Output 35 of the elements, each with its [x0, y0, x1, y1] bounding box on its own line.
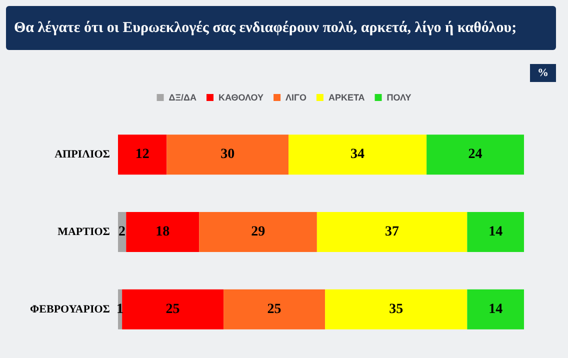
- bar: [122, 289, 224, 330]
- bar: [224, 289, 326, 330]
- text: %: [530, 64, 556, 82]
- data-label: 29: [251, 224, 266, 240]
- data-label: 37: [385, 224, 400, 240]
- data-label: 35: [389, 302, 404, 317]
- bar: [288, 134, 427, 175]
- data-label: 14: [488, 302, 503, 317]
- y-tick-label: ΦΕΒΡΟΥΑΡΙΟΣ: [30, 303, 110, 316]
- bar: [126, 212, 200, 252]
- legend-label: ΑΡΚΕΤΑ: [328, 92, 366, 102]
- y-tick-label: ΑΠΡΙΛΙΟΣ: [54, 148, 110, 161]
- data-label: 14: [488, 224, 503, 240]
- data-label: 25: [267, 302, 282, 317]
- data-label: 24: [468, 147, 482, 162]
- bar: [199, 212, 317, 252]
- bar: [426, 134, 524, 175]
- chart-title: Θα λέγατε ότι οι Ευρωεκλογές σας ενδιαφέρουν πολύ, αρκετά, λίγο ή καθόλου;: [6, 6, 556, 50]
- legend-label: ΠΟΛΥ: [386, 92, 412, 102]
- legend-label: ΚΑΘΟΛΟΥ: [218, 92, 264, 102]
- bar: [325, 289, 468, 330]
- bar: [467, 212, 524, 252]
- data-label: 2: [118, 224, 126, 240]
- data-label: 30: [220, 147, 235, 162]
- y-tick-label: ΜΑΡΤΙΟΣ: [58, 226, 110, 238]
- data-label: 25: [166, 302, 180, 317]
- bar: [118, 134, 167, 175]
- legend-label: ΛΙΓΟ: [286, 92, 306, 102]
- data-label: 18: [156, 224, 170, 240]
- data-label: 12: [135, 147, 150, 162]
- bar: [316, 212, 468, 252]
- data-label: 34: [350, 147, 365, 162]
- bar: [166, 134, 289, 175]
- bar: [467, 289, 524, 330]
- legend-label: ΔΞ/ΔΑ: [168, 92, 198, 102]
